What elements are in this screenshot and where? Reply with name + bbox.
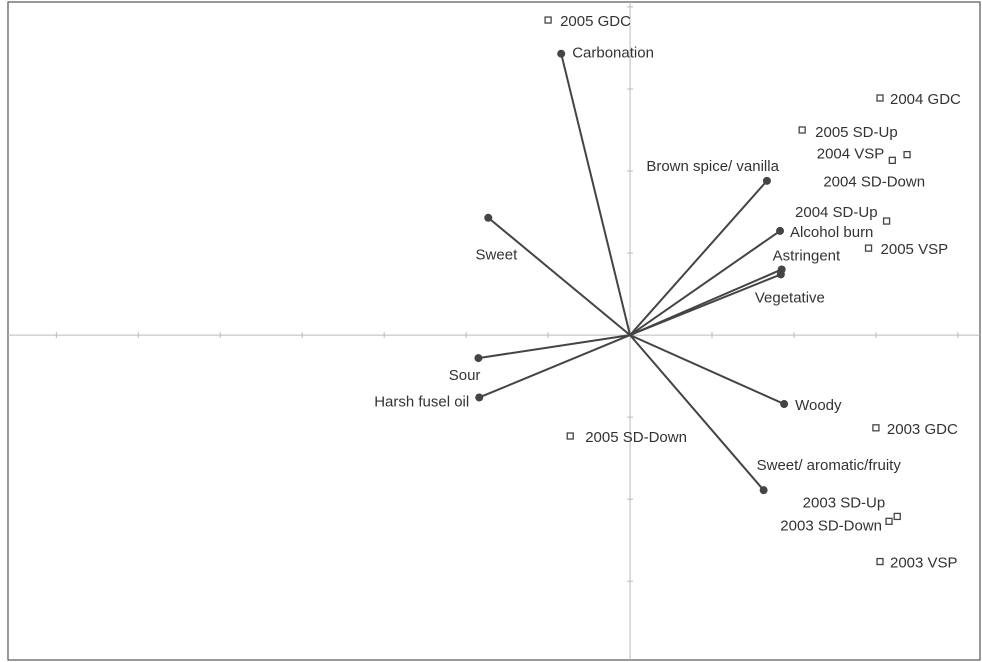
point-label: 2003 VSP <box>890 555 958 572</box>
loading-vector <box>629 273 782 337</box>
point-label: Sour <box>449 367 481 384</box>
point-label: 2005 VSP <box>881 241 949 258</box>
loading-point <box>759 486 768 495</box>
loading-vector <box>487 217 631 336</box>
loading-point <box>557 49 566 58</box>
point-label: Brown spice/ vanilla <box>646 158 779 175</box>
loading-vector <box>478 334 631 360</box>
loading-vector <box>478 334 631 399</box>
loading-vector <box>629 334 785 405</box>
loading-point <box>484 213 493 222</box>
sample-point <box>885 517 893 525</box>
loading-vector <box>560 53 632 336</box>
sample-point <box>864 244 873 252</box>
loading-vector <box>629 334 765 491</box>
loading-point <box>475 393 484 402</box>
sample-point <box>566 432 574 440</box>
point-label: 2004 SD-Down <box>823 174 925 191</box>
point-label: 2003 SD-Down <box>780 517 882 534</box>
sample-point <box>876 557 884 566</box>
point-label: Sweet/ aromatic/fruity <box>757 457 902 474</box>
point-label: 2004 SD-Up <box>795 204 878 221</box>
sample-point <box>544 16 552 24</box>
loading-point <box>776 226 785 235</box>
point-label: Harsh fusel oil <box>374 393 469 410</box>
point-label: 2004 GDC <box>890 91 961 108</box>
loading-point <box>762 176 771 185</box>
point-label: Alcohol burn <box>790 224 873 241</box>
point-label: 2003 SD-Up <box>803 494 886 511</box>
sample-point <box>903 150 911 159</box>
point-label: Carbonation <box>572 45 654 62</box>
sample-point <box>888 156 896 164</box>
sample-point <box>882 217 891 225</box>
sample-point <box>872 424 880 432</box>
loading-vector <box>629 230 781 336</box>
loading-point <box>780 400 789 409</box>
point-label: Woody <box>795 397 842 414</box>
point-label: 2004 VSP <box>817 145 885 162</box>
point-label: 2005 SD-Down <box>585 429 687 446</box>
point-label: Astringent <box>773 247 841 264</box>
loading-point <box>474 354 483 363</box>
point-label: 2005 GDC <box>560 13 631 30</box>
plot-frame <box>7 1 981 661</box>
point-label: Sweet <box>476 247 519 264</box>
sample-point <box>798 126 806 134</box>
loading-point <box>776 270 785 279</box>
point-label: 2003 GDC <box>887 421 958 438</box>
point-label: 2005 SD-Up <box>815 124 898 141</box>
loading-vector <box>629 180 768 336</box>
sample-point <box>876 94 884 102</box>
sample-point <box>893 512 901 521</box>
point-label: Vegetative <box>755 289 825 306</box>
